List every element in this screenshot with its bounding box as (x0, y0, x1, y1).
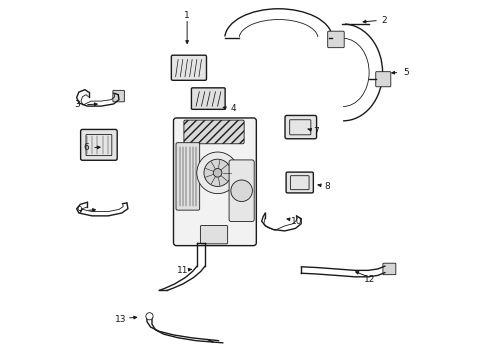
Text: 13: 13 (115, 315, 126, 324)
Circle shape (196, 152, 238, 194)
FancyBboxPatch shape (382, 263, 395, 275)
FancyBboxPatch shape (200, 226, 227, 244)
FancyBboxPatch shape (285, 116, 316, 139)
Text: 5: 5 (402, 68, 408, 77)
Circle shape (230, 180, 252, 202)
FancyBboxPatch shape (327, 31, 344, 48)
Text: 3: 3 (74, 100, 80, 109)
Circle shape (145, 313, 153, 320)
FancyBboxPatch shape (285, 172, 313, 193)
Text: 11: 11 (177, 266, 188, 275)
FancyBboxPatch shape (171, 55, 206, 80)
Text: 1: 1 (184, 10, 190, 19)
FancyBboxPatch shape (228, 160, 254, 222)
FancyBboxPatch shape (176, 143, 199, 210)
Text: 6: 6 (83, 143, 89, 152)
Text: 12: 12 (364, 275, 375, 284)
FancyBboxPatch shape (191, 88, 224, 109)
FancyBboxPatch shape (173, 118, 256, 246)
Circle shape (203, 159, 231, 186)
Text: 9: 9 (76, 206, 81, 215)
Text: 4: 4 (230, 104, 236, 113)
Text: 2: 2 (381, 16, 386, 25)
FancyBboxPatch shape (375, 72, 390, 87)
FancyBboxPatch shape (183, 120, 244, 144)
Text: 10: 10 (290, 217, 302, 226)
FancyBboxPatch shape (113, 90, 124, 102)
Text: 8: 8 (324, 182, 329, 191)
Circle shape (213, 168, 222, 177)
FancyBboxPatch shape (81, 130, 117, 160)
Text: 7: 7 (313, 127, 319, 136)
